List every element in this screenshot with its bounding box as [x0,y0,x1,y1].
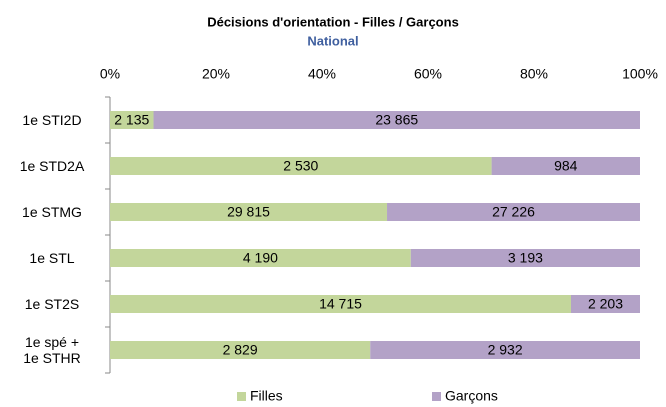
y-tick-label: 1e STL [29,250,75,266]
bar-segment [387,203,640,221]
bar-segment [410,249,640,267]
chart-subtitle: National [307,33,358,48]
data-label: 4 190 [243,250,278,266]
data-label: 14 715 [319,296,362,312]
x-tick-label: 40% [308,66,336,82]
y-tick-label: 1e STMG [22,204,82,220]
x-tick-label: 0% [100,66,120,82]
data-label: 2 203 [588,296,623,312]
x-tick-label: 80% [520,66,548,82]
data-label: 984 [554,158,578,174]
legend-swatch [237,392,246,401]
bar-segment [110,157,492,175]
data-label: 29 815 [227,204,270,220]
data-label: 2 135 [114,112,149,128]
legend-label: Filles [250,388,283,404]
y-tick-label: 1e STI2D [22,112,82,128]
data-label: 2 829 [223,342,258,358]
data-label: 23 865 [375,112,418,128]
category-label: 1e spé + 1e STHR [23,334,81,366]
bar-segment [491,157,640,175]
data-label: 2 932 [488,342,523,358]
category-label: 1e ST2S [24,296,80,312]
bar-segment [110,295,571,313]
x-tick-label: 20% [202,66,230,82]
category-label: 1e STMG [22,204,82,220]
x-tick-label: 100% [622,66,658,82]
bar-segment [110,249,411,267]
y-tick-label: 1e spé + 1e STHR [23,334,81,366]
legend-swatch [432,392,441,401]
bar-segment [153,111,640,129]
y-tick-label: 1e ST2S [24,296,80,312]
y-tick-label: 1e STD2A [19,158,85,174]
chart-title: Décisions d'orientation - Filles / Garço… [207,14,459,29]
category-label: 1e STI2D [22,112,82,128]
category-label: 1e STL [29,250,75,266]
legend-label: Garçons [445,388,498,404]
x-tick-label: 60% [414,66,442,82]
data-label: 2 530 [283,158,318,174]
bar-segment [110,111,154,129]
bar-segment [570,295,640,313]
data-label: 3 193 [508,250,543,266]
bar-segment [110,203,388,221]
bar-segment [110,341,371,359]
bar-segment [370,341,640,359]
category-label: 1e STD2A [19,158,85,174]
data-label: 27 226 [492,204,535,220]
